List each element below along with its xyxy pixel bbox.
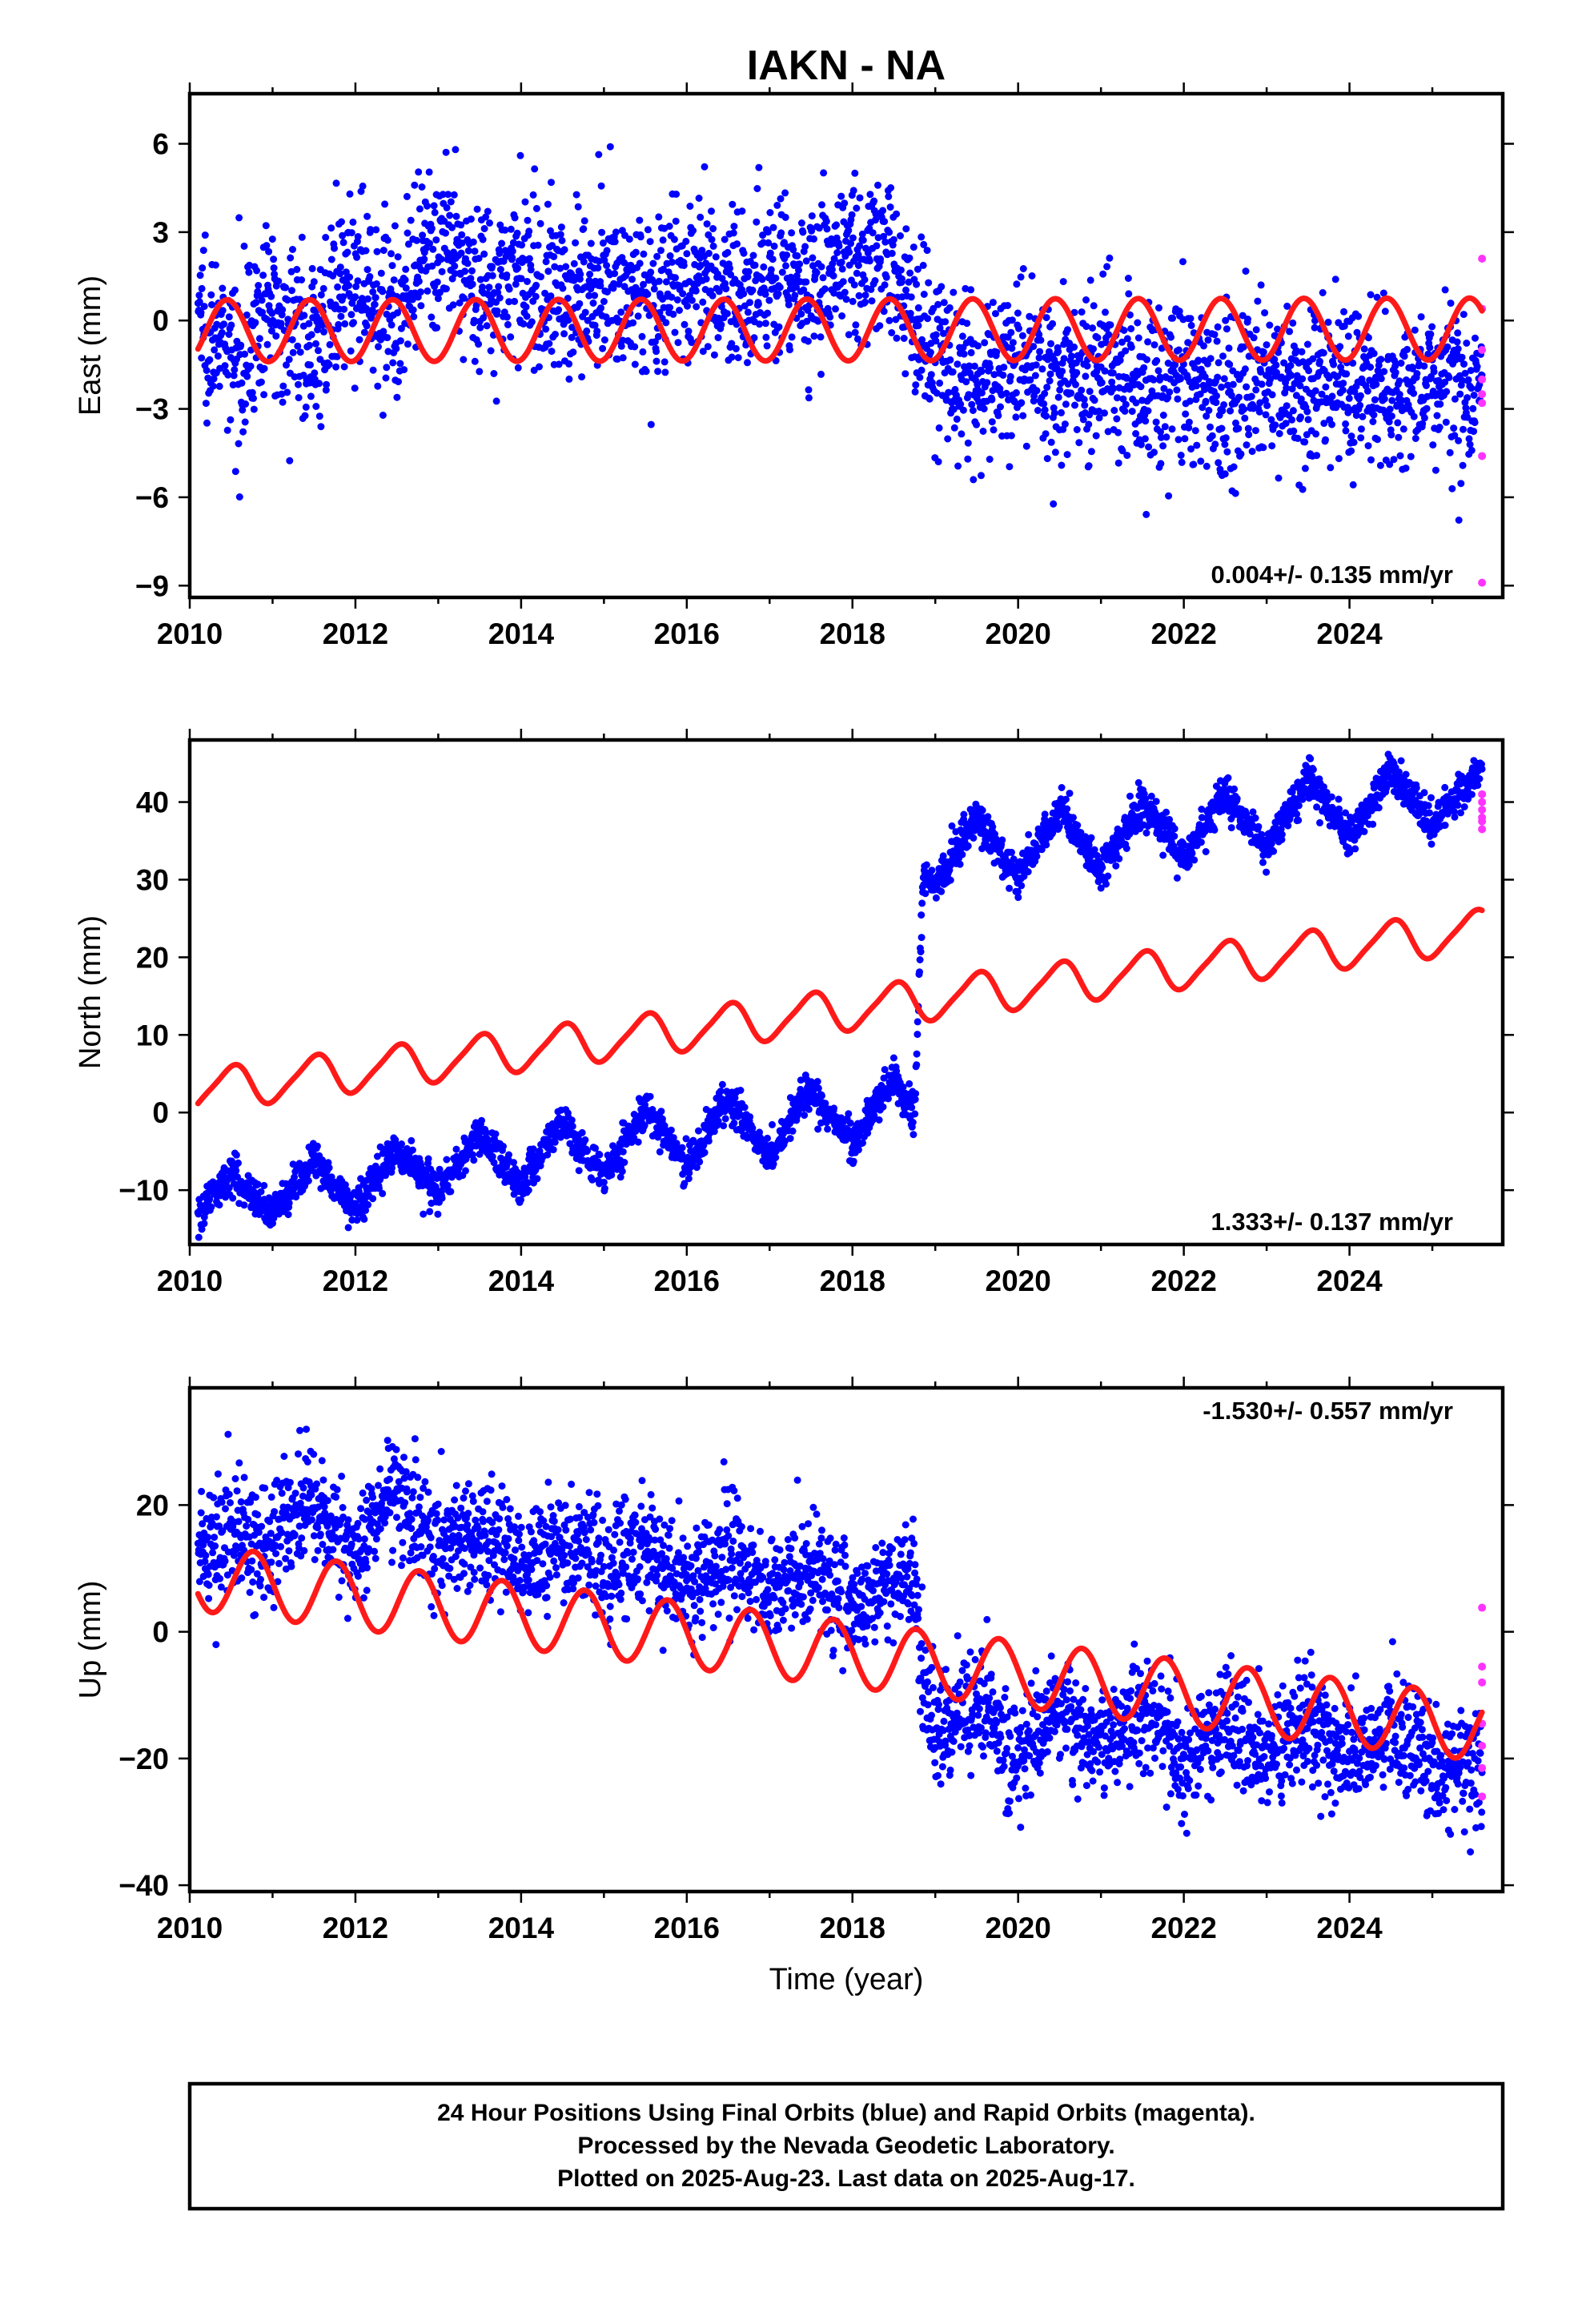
east-y-tick-label: 3: [152, 216, 169, 249]
north-rapid-orbit-point: [1478, 817, 1487, 826]
north-rapid-orbit-point: [1478, 825, 1487, 834]
north-final-orbits-points: [194, 750, 1486, 1241]
up-rapid-orbit-point: [1478, 1742, 1487, 1751]
north-rapid-orbit-point: [1478, 798, 1487, 806]
up-final-orbits-points: [194, 1425, 1486, 1856]
east-x-tick-label: 2010: [157, 617, 223, 650]
east-axes-frame: [187, 91, 1505, 600]
east-rapid-orbit-point: [1478, 390, 1487, 399]
north-velocity-annotation: 1.333+/- 0.137 mm/yr: [1211, 1208, 1453, 1236]
up-y-tick-label: 0: [152, 1616, 169, 1649]
north-rapid-orbit-point: [1478, 790, 1487, 798]
north-axes-frame: [187, 738, 1505, 1247]
up-x-tick-label: 2012: [323, 1912, 388, 1944]
east-y-axis-label: East (mm): [74, 275, 107, 416]
info-box: 24 Hour Positions Using Final Orbits (bl…: [187, 2081, 1505, 2211]
up-x-tick-label: 2022: [1150, 1912, 1216, 1944]
north-x-tick-label: 2020: [986, 1265, 1051, 1297]
up-x-tick-label: 2010: [157, 1912, 223, 1944]
up-x-tick-label: 2020: [986, 1912, 1051, 1944]
north-y-tick-label: 10: [136, 1019, 169, 1051]
north-rapid-orbits-series: [1478, 790, 1487, 834]
north-x-tick-label: 2024: [1316, 1265, 1383, 1297]
north-y-tick-label: −10: [118, 1174, 169, 1207]
up-y-axis-label: Up (mm): [74, 1581, 107, 1699]
north-x-tick-label: 2014: [488, 1265, 555, 1297]
up-rapid-orbit-point: [1478, 1663, 1487, 1671]
info-box-frame: [187, 2081, 1505, 2211]
east-rapid-orbit-point: [1478, 399, 1487, 408]
north-y-axis-label: North (mm): [74, 915, 107, 1069]
up-model-fit-line: [195, 1548, 1485, 1761]
east-y-tick-label: −9: [135, 569, 169, 602]
up-y-tick-label: 20: [136, 1489, 169, 1522]
up-y-tick-label: −40: [118, 1869, 169, 1902]
north-data-layer: [194, 750, 1487, 1241]
up-x-tick-label: 2018: [820, 1912, 885, 1944]
east-rapid-orbit-point: [1478, 346, 1487, 355]
east-rapid-orbit-point: [1478, 578, 1487, 587]
up-y-tick-label: −20: [118, 1743, 169, 1775]
north-y-tick-label: 30: [136, 863, 169, 896]
east-model-fit-line: [195, 295, 1485, 365]
east-final-orbits-points: [194, 143, 1486, 524]
north-panel: 2010 2012 2014 2016 2018 2020 2022 202440302010…: [74, 729, 1514, 1297]
up-rapid-orbit-point: [1478, 1763, 1487, 1772]
east-x-tick-label: 2018: [820, 617, 885, 650]
east-y-tick-label: −3: [135, 393, 169, 426]
north-x-tick-label: 2018: [820, 1265, 885, 1297]
east-y-tick-label: 0: [152, 304, 169, 337]
up-final-orbits-series: [194, 1425, 1486, 1856]
east-rapid-orbit-point: [1478, 254, 1487, 263]
up-x-tick-label: 2016: [654, 1912, 720, 1944]
up-x-tick-label: 2014: [488, 1912, 555, 1944]
up-rapid-orbit-point: [1478, 1678, 1487, 1687]
up-rapid-orbit-point: [1478, 1603, 1487, 1612]
up-axes-frame: [187, 1385, 1505, 1894]
east-x-tick-label: 2014: [488, 617, 555, 650]
info-line-2: Processed by the Nevada Geodetic Laborat…: [577, 2133, 1114, 2159]
up-x-tick-label: 2024: [1316, 1912, 1383, 1944]
up-panel: 2010 2012 2014 2016 2018 2020 2022 2024 20 0 −20 −4…: [74, 1377, 1514, 1996]
up-x-axis-label: Time (year): [769, 1963, 924, 1996]
up-data-layer: [194, 1425, 1487, 1856]
figure-title: IAKN - NA: [747, 42, 946, 89]
north-x-tick-label: 2010: [157, 1265, 223, 1297]
east-panel: 2010 2012 2014 2016 2018 2020 2022 2024 6 3 0 −3 −6 −…: [74, 82, 1514, 650]
north-x-tick-label: 2012: [323, 1265, 388, 1297]
north-y-tick-label: 20: [136, 941, 169, 974]
east-x-tick-label: 2012: [323, 617, 388, 650]
north-y-tick-label: 40: [136, 786, 169, 819]
east-y-tick-label: 6: [152, 128, 169, 161]
east-data-layer: [194, 143, 1487, 587]
east-velocity-annotation: 0.004+/- 0.135 mm/yr: [1211, 561, 1453, 589]
north-x-tick-label: 2022: [1150, 1265, 1216, 1297]
up-rapid-orbit-point: [1478, 1792, 1487, 1801]
north-x-tick-label: 2016: [654, 1265, 720, 1297]
north-final-orbits-series: [194, 750, 1486, 1241]
east-rapid-orbit-point: [1478, 375, 1487, 384]
east-final-orbits-series: [194, 143, 1486, 524]
up-velocity-annotation: -1.530+/- 0.557 mm/yr: [1203, 1397, 1453, 1425]
north-y-tick-label: 0: [152, 1096, 169, 1129]
info-line-1: 24 Hour Positions Using Final Orbits (bl…: [437, 2100, 1255, 2126]
north-model-fit-line: [195, 907, 1485, 1107]
north-rapid-orbit-point: [1478, 806, 1487, 814]
east-x-tick-label: 2022: [1150, 617, 1216, 650]
info-line-3: Plotted on 2025-Aug-23. Last data on 202…: [557, 2165, 1135, 2192]
east-y-tick-label: −6: [135, 481, 169, 514]
east-x-tick-label: 2020: [986, 617, 1051, 650]
east-rapid-orbit-point: [1478, 452, 1487, 460]
east-x-tick-label: 2016: [654, 617, 720, 650]
east-x-tick-label: 2024: [1316, 617, 1383, 650]
